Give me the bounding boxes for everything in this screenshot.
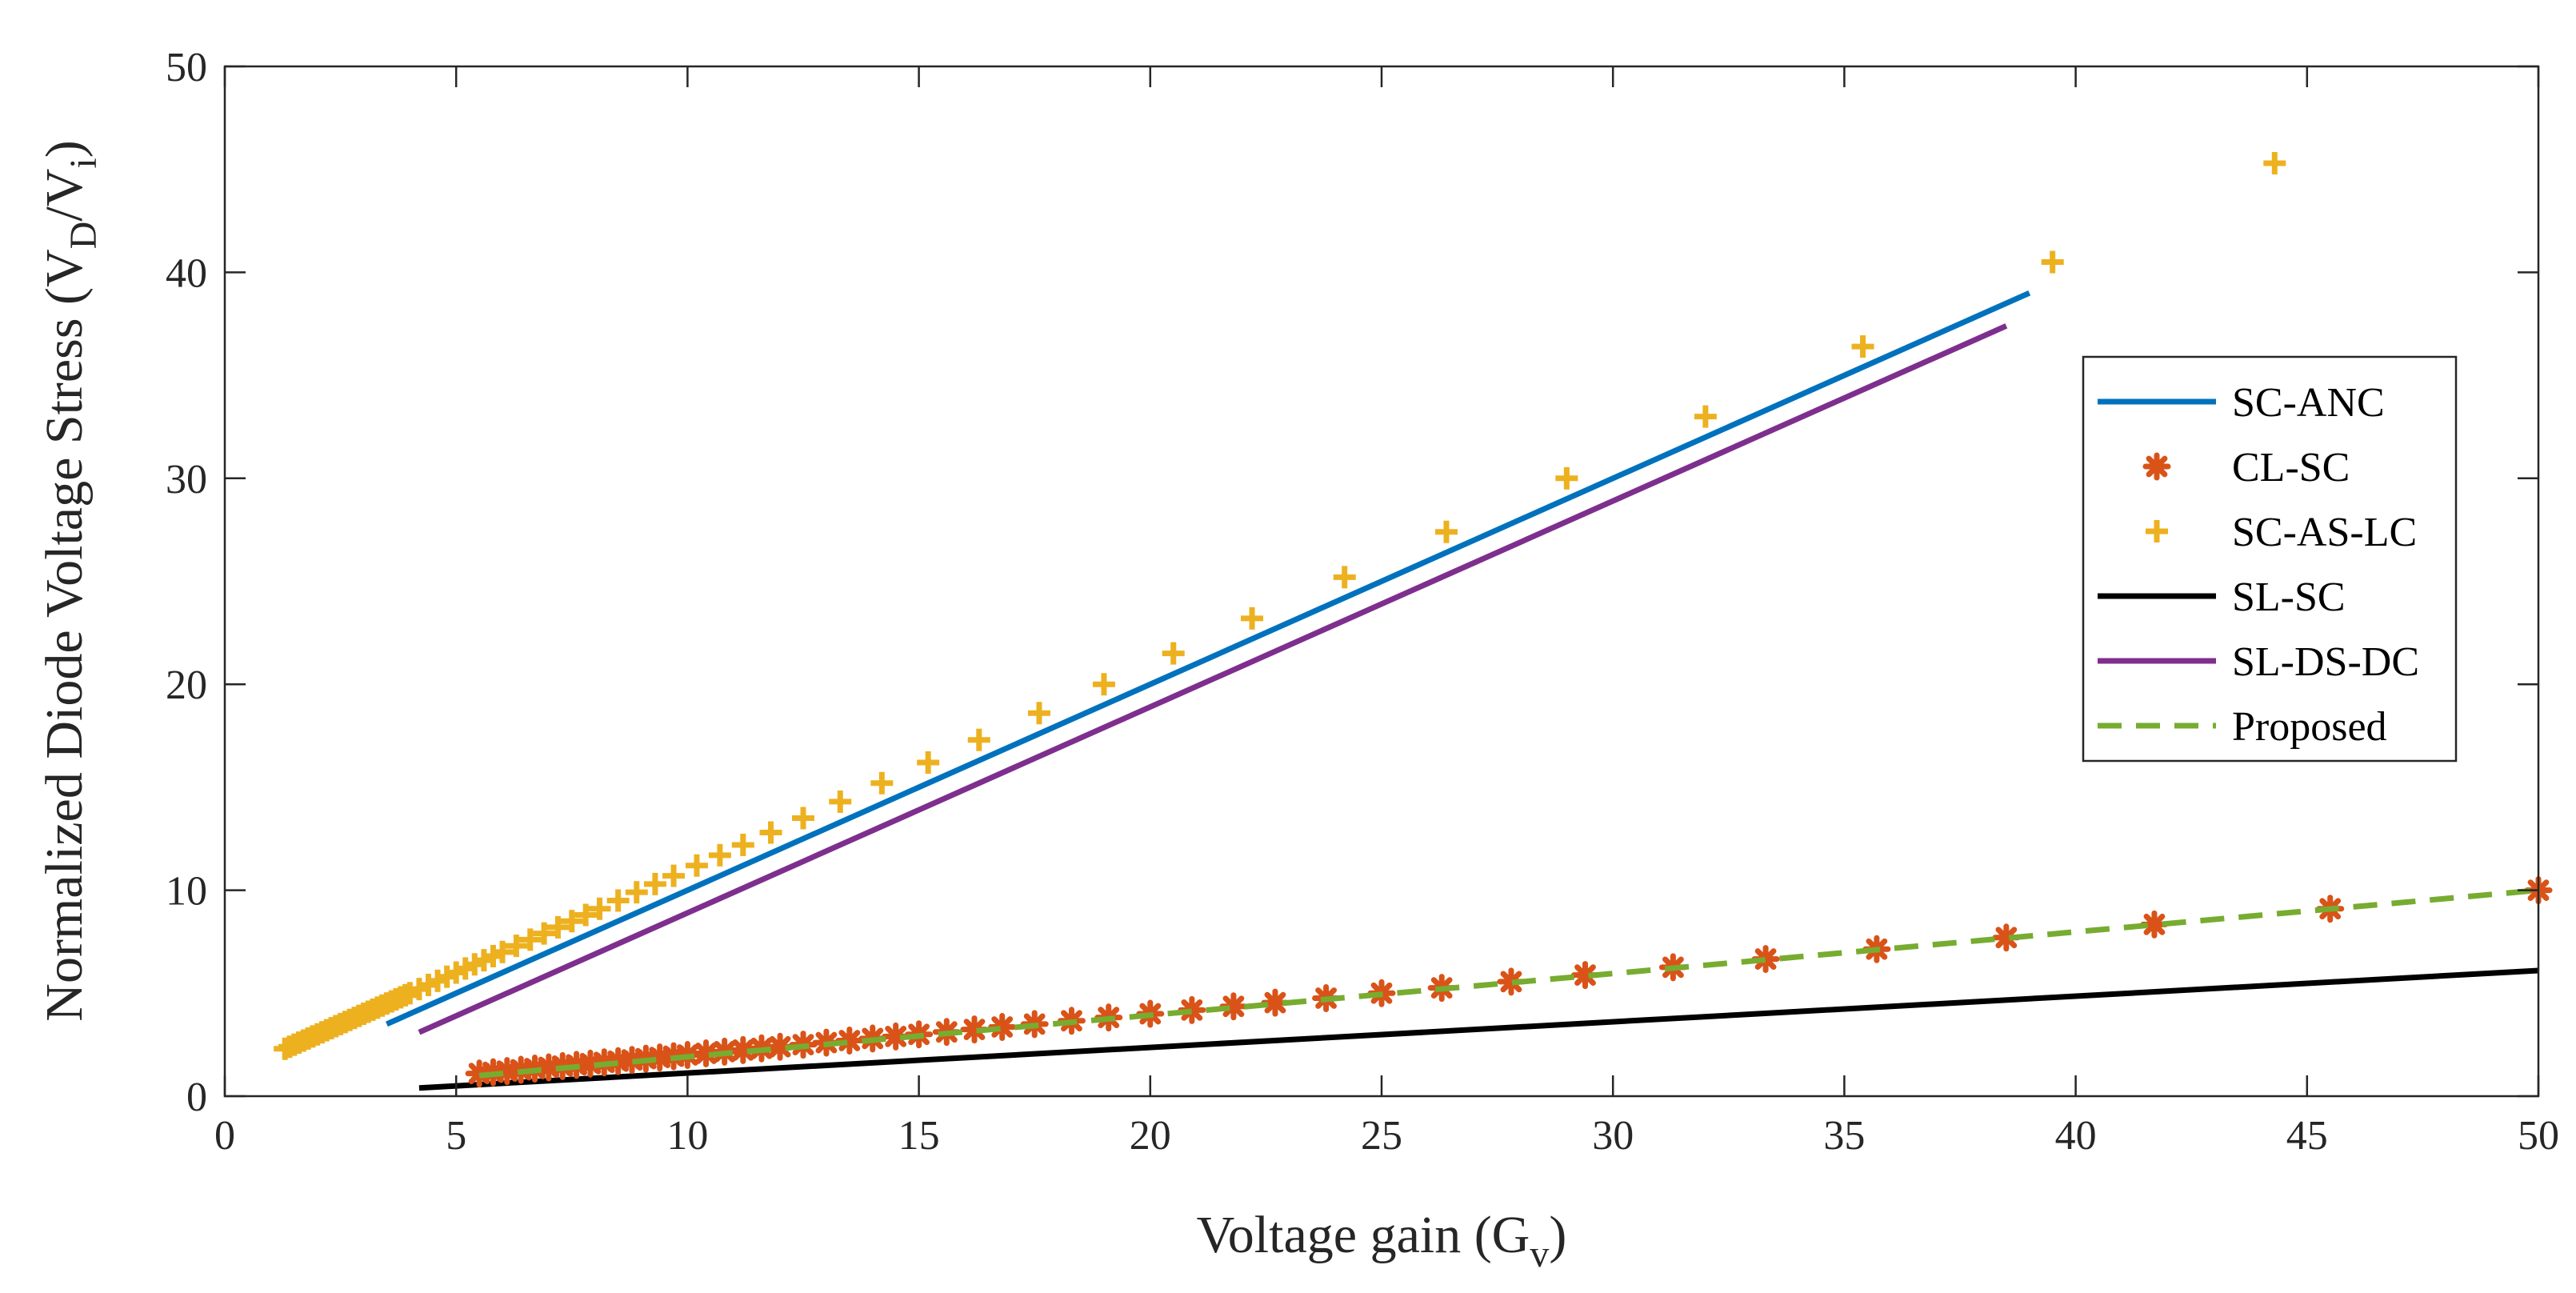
data-point-sc-as-lc — [792, 807, 814, 830]
x-tick-label: 25 — [1361, 1113, 1402, 1159]
data-point-cl-sc — [1992, 923, 2021, 952]
data-point-sc-as-lc — [731, 833, 754, 856]
series-sl-ds-dc — [418, 323, 2008, 1035]
legend-swatch — [2146, 520, 2168, 542]
legend-item-proposed: Proposed — [2098, 704, 2387, 750]
data-point-sc-as-lc — [491, 940, 514, 963]
data-point-sc-as-lc — [708, 843, 731, 867]
data-point-sc-as-lc — [1241, 606, 1264, 630]
data-point-cl-sc — [493, 1057, 522, 1086]
y-tick-label: 30 — [166, 457, 207, 502]
y-axis-label-mid: /V — [35, 169, 94, 222]
data-point-sc-as-lc — [606, 889, 630, 912]
data-point-sc-as-lc — [829, 790, 852, 813]
data-point-sc-as-lc — [518, 928, 542, 951]
data-point-sc-as-lc — [1694, 405, 1717, 428]
legend-item-sl-ds-dc: SL-DS-DC — [2098, 639, 2419, 685]
legend-item-cl-sc: CL-SC — [2142, 445, 2350, 490]
x-tick-label: 30 — [1592, 1113, 1634, 1159]
legend-swatch — [2142, 452, 2171, 481]
y-axis-label-sub1: D — [62, 222, 105, 250]
data-point-cl-sc — [835, 1027, 864, 1055]
legend-label: SL-SC — [2232, 574, 2346, 620]
data-point-sc-as-lc — [625, 881, 648, 904]
legend-label: SC-AS-LC — [2232, 510, 2417, 555]
data-point-sc-as-lc — [643, 872, 666, 895]
data-point-sc-as-lc — [1162, 642, 1185, 665]
x-tick-label: 15 — [898, 1113, 940, 1159]
y-tick-label: 40 — [166, 250, 207, 296]
legend-box — [2082, 355, 2458, 763]
data-point-sc-as-lc — [870, 771, 894, 795]
data-point-sc-as-lc — [917, 751, 940, 775]
legend-item-sl-sc: SL-SC — [2098, 574, 2346, 620]
data-point-sc-as-lc — [2263, 151, 2286, 174]
data-point-cl-sc — [988, 1013, 1017, 1042]
data-point-sc-as-lc — [560, 910, 583, 933]
data-point-sc-as-lc — [1027, 702, 1050, 725]
data-point-sc-as-lc — [1092, 673, 1115, 696]
data-point-sc-as-lc — [546, 915, 570, 939]
data-point-sc-as-lc — [588, 897, 611, 920]
legend-item-sc-as-lc: SC-AS-LC — [2146, 510, 2417, 555]
y-tick-label: 10 — [166, 869, 207, 915]
data-point-cl-sc — [766, 1032, 794, 1061]
y-tick-label: 0 — [186, 1075, 207, 1120]
legend-label: Proposed — [2232, 704, 2387, 750]
x-tick-label: 40 — [2055, 1113, 2097, 1159]
data-point-sc-as-lc — [1555, 466, 1578, 490]
series-line-sl-sc — [418, 967, 2539, 1091]
x-tick-label: 50 — [2518, 1113, 2559, 1159]
y-tick-label: 20 — [166, 663, 207, 708]
legend-item-sc-anc: SC-ANC — [2098, 380, 2385, 426]
ticks-layer: 0 5 10 15 20 25 30 35 40 45 50 0 10 20 30 40 50 — [166, 45, 2559, 1159]
data-point-sc-as-lc — [505, 935, 528, 958]
series-sc-anc — [386, 290, 2031, 1027]
x-axis-label-end: ) — [1549, 1206, 1566, 1264]
x-tick-label: 20 — [1130, 1113, 1171, 1159]
legend-label: SL-DS-DC — [2232, 639, 2419, 685]
x-tick-label: 45 — [2286, 1113, 2328, 1159]
data-point-sc-as-lc — [574, 903, 598, 927]
x-axis-label: Voltage gain (Gv) — [1197, 1206, 1567, 1275]
data-point-sc-as-lc — [685, 854, 708, 877]
data-point-sc-as-lc — [662, 864, 686, 887]
series-layer — [274, 151, 2553, 1091]
x-tick-label: 5 — [446, 1113, 466, 1159]
y-tick-label: 50 — [166, 45, 207, 90]
legend-label: CL-SC — [2232, 445, 2350, 490]
y-axis-label-sub2: i — [62, 158, 105, 168]
data-point-sc-as-lc — [1434, 520, 1458, 543]
x-tick-label: 0 — [214, 1113, 235, 1159]
data-point-sc-as-lc — [967, 728, 990, 751]
x-axis-label-sub: v — [1530, 1233, 1549, 1275]
y-axis-label-end: ) — [35, 140, 94, 158]
data-point-sc-as-lc — [1333, 566, 1356, 589]
data-point-sc-as-lc — [2041, 250, 2064, 274]
series-line-sc-anc — [386, 290, 2031, 1027]
data-point-sc-as-lc — [1851, 335, 1874, 358]
y-axis-label: Normalized Diode Voltage Stress (VD/Vi) — [35, 140, 105, 1021]
x-tick-label: 10 — [666, 1113, 708, 1159]
series-sc-as-lc — [274, 151, 2286, 1060]
data-point-sc-as-lc — [759, 821, 782, 844]
series-sl-sc — [418, 967, 2539, 1091]
data-point-sc-as-lc — [533, 922, 556, 945]
series-line-sl-ds-dc — [418, 323, 2008, 1035]
legend: SC-ANC CL-SC SC-AS-LC SL-SC SL-DS-DC Proposed — [2082, 355, 2458, 763]
legend-label: SC-ANC — [2232, 380, 2385, 426]
x-tick-label: 35 — [1823, 1113, 1865, 1159]
data-point-cl-sc — [1178, 995, 1206, 1024]
